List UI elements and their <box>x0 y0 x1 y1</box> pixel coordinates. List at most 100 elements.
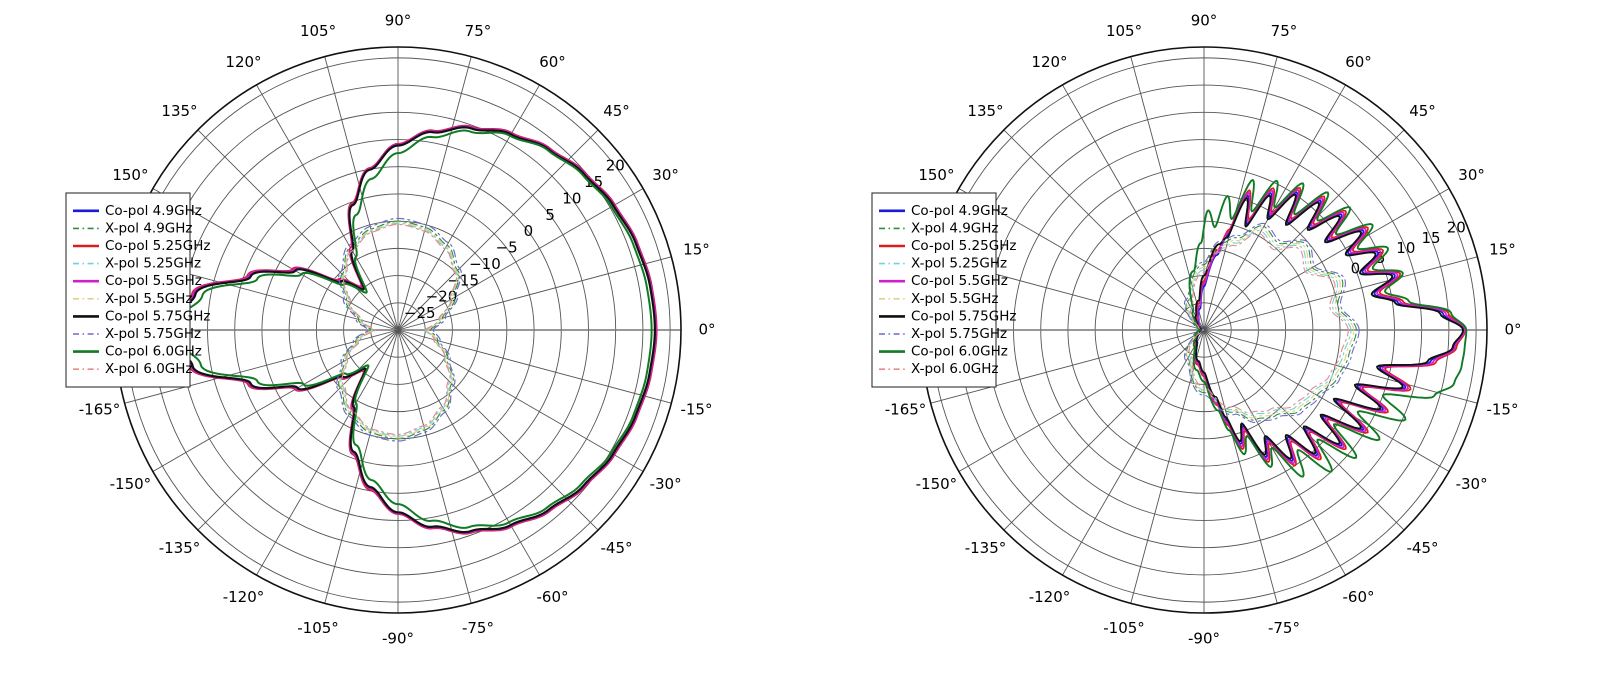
angular-tick-label-neg45: -45° <box>1406 539 1438 557</box>
angular-tick-label-neg90: -90° <box>1188 630 1220 648</box>
angular-tick-label-neg45: -45° <box>600 539 632 557</box>
trace-x-pol-4-9ghz <box>338 220 460 440</box>
angular-tick-label-neg75: -75° <box>462 619 494 637</box>
angular-tick-label-135: 135° <box>967 102 1003 120</box>
grid-spoke <box>1203 56 1278 331</box>
trace-x-pol-5-25ghz <box>340 222 458 437</box>
grid-spoke <box>397 84 540 331</box>
trace-co-pol-6-0ghz <box>1188 178 1468 478</box>
angular-tick-label-neg150: -150° <box>110 475 152 493</box>
angular-tick-label-30: 30° <box>652 166 679 184</box>
grid-spoke <box>197 129 399 331</box>
legend-box <box>871 192 997 388</box>
legend-label-x-pol-5-25ghz: X-pol 5.25GHz <box>911 256 1007 272</box>
angular-tick-label-neg60: -60° <box>1343 588 1375 606</box>
angular-tick-label-30: 30° <box>1458 166 1485 184</box>
radial-tick-label-0: 0 <box>524 222 534 240</box>
grid-spoke <box>930 329 1205 404</box>
angular-tick-label-0: 0° <box>698 321 715 339</box>
legend-label-co-pol-6-0ghz: Co-pol 6.0GHz <box>911 344 1008 360</box>
angular-tick-label-neg135: -135° <box>159 539 201 557</box>
grid-spoke <box>197 329 399 531</box>
legend-label-co-pol-5-75ghz: Co-pol 5.75GHz <box>105 308 210 324</box>
grid-spoke <box>256 329 399 576</box>
grid-spoke <box>1203 329 1478 404</box>
grid-spoke <box>1203 329 1450 472</box>
radial-tick-label-5: 5 <box>545 206 555 224</box>
grid-spoke <box>324 329 399 604</box>
grid-spoke <box>1130 329 1205 604</box>
angular-tick-label-neg15: -15° <box>680 400 712 418</box>
radial-tick-label-20: 20 <box>1447 219 1466 237</box>
angular-tick-label-15: 15° <box>1489 241 1516 259</box>
trace-x-pol-5-75ghz <box>336 217 462 442</box>
radial-tick-label-neg15: −15 <box>447 271 479 289</box>
legend-label-x-pol-5-25ghz: X-pol 5.25GHz <box>105 256 201 272</box>
legend-label-x-pol-5-5ghz: X-pol 5.5GHz <box>105 291 193 307</box>
angular-tick-label-75: 75° <box>1271 22 1298 40</box>
radial-tick-label-neg5: −5 <box>496 239 518 257</box>
legend-label-co-pol-5-5ghz: Co-pol 5.5GHz <box>911 273 1008 289</box>
trace-x-pol-5-5ghz <box>338 221 459 439</box>
legend-label-co-pol-5-75ghz: Co-pol 5.75GHz <box>911 308 1016 324</box>
angular-tick-label-neg75: -75° <box>1268 619 1300 637</box>
angular-tick-label-150: 150° <box>918 166 954 184</box>
grid-spoke <box>958 188 1205 331</box>
grid-spoke <box>397 56 472 331</box>
legend-label-x-pol-5-5ghz: X-pol 5.5GHz <box>911 291 999 307</box>
trace-x-pol-6-0ghz <box>341 223 458 436</box>
radial-tick-label-0: 0 <box>1351 259 1361 277</box>
angular-tick-label-135: 135° <box>161 102 197 120</box>
angular-tick-label-0: 0° <box>1504 321 1521 339</box>
legend-label-co-pol-4-9ghz: Co-pol 4.9GHz <box>911 203 1008 219</box>
radial-tick-label-10: 10 <box>1396 239 1415 257</box>
angular-tick-label-105: 105° <box>300 22 336 40</box>
radial-tick-label-neg10: −10 <box>469 255 501 273</box>
angular-tick-label-neg60: -60° <box>537 588 569 606</box>
grid-spoke <box>1062 329 1205 576</box>
grid-spoke <box>1003 329 1205 531</box>
angular-tick-label-neg120: -120° <box>223 588 265 606</box>
legend-box <box>65 192 191 388</box>
grid-spoke <box>397 329 644 472</box>
angular-tick-label-60: 60° <box>1345 53 1372 71</box>
angular-tick-label-120: 120° <box>1031 53 1067 71</box>
legend-label-co-pol-5-25ghz: Co-pol 5.25GHz <box>911 238 1016 254</box>
polar-panel-left: 0°15°30°45°60°75°90°105°120°135°150°165°… <box>65 12 716 648</box>
data-traces <box>1183 178 1468 478</box>
angular-tick-label-neg165: -165° <box>79 400 121 418</box>
grid-spoke <box>397 256 672 331</box>
polar-panel-right: 0°15°30°45°60°75°90°105°120°135°150°165°… <box>806 0 1612 686</box>
angular-tick-label-neg30: -30° <box>1456 475 1488 493</box>
legend-label-x-pol-6-0ghz: X-pol 6.0GHz <box>911 361 999 377</box>
trace-x-pol-6-0ghz <box>1188 232 1349 414</box>
angular-tick-label-neg90: -90° <box>382 630 414 648</box>
trace-co-pol-5-75ghz <box>1194 193 1464 460</box>
angular-tick-label-neg150: -150° <box>916 475 958 493</box>
grid-spoke <box>1203 329 1278 604</box>
radial-tick-label-10: 10 <box>562 189 581 207</box>
legend-label-x-pol-6-0ghz: X-pol 6.0GHz <box>105 361 193 377</box>
legend-label-x-pol-5-75ghz: X-pol 5.75GHz <box>105 326 201 342</box>
grid-spoke <box>397 129 599 331</box>
angular-tick-label-neg105: -105° <box>1103 619 1145 637</box>
angular-tick-label-neg105: -105° <box>297 619 339 637</box>
angular-tick-label-neg165: -165° <box>885 400 927 418</box>
legend-label-x-pol-5-75ghz: X-pol 5.75GHz <box>911 326 1007 342</box>
grid-spoke <box>397 329 672 404</box>
radial-tick-label-neg25: −25 <box>404 304 436 322</box>
angular-tick-label-45: 45° <box>603 102 630 120</box>
legend-label-co-pol-5-25ghz: Co-pol 5.25GHz <box>105 238 210 254</box>
grid-spoke <box>152 188 399 331</box>
grid-spoke <box>1203 129 1405 331</box>
grid-spoke <box>397 329 472 604</box>
legend-label-co-pol-5-5ghz: Co-pol 5.5GHz <box>105 273 202 289</box>
angular-tick-label-neg135: -135° <box>965 539 1007 557</box>
angular-tick-label-75: 75° <box>465 22 492 40</box>
angular-tick-label-60: 60° <box>539 53 566 71</box>
radial-tick-label-neg20: −20 <box>426 288 458 306</box>
angular-tick-label-150: 150° <box>112 166 148 184</box>
